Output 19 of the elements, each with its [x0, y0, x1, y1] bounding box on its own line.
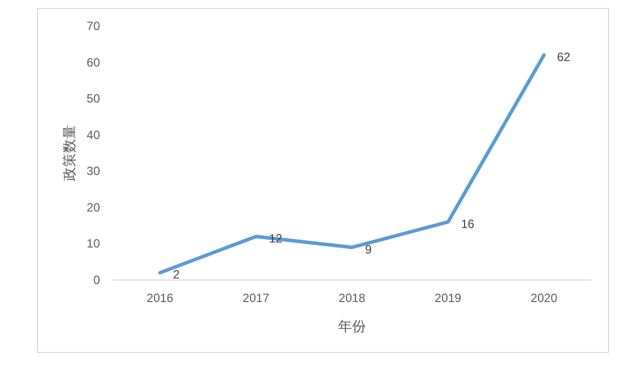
y-axis-title: 政策数量 — [61, 125, 77, 181]
y-tick-label: 70 — [86, 19, 100, 33]
y-tick-label: 0 — [93, 273, 100, 287]
data-label: 16 — [461, 216, 475, 231]
y-tick-label: 40 — [86, 128, 100, 142]
y-tick-label: 10 — [86, 236, 100, 251]
data-label: 62 — [557, 50, 571, 64]
data-label: 9 — [365, 242, 372, 256]
x-tick-label: 2020 — [530, 291, 558, 305]
data-label: 2 — [173, 268, 180, 282]
x-tick-label: 2017 — [242, 291, 270, 305]
x-axis-title: 年份 — [338, 318, 366, 334]
x-tick-label: 2018 — [338, 291, 366, 305]
y-tick-label: 20 — [86, 200, 100, 214]
y-tick-label: 50 — [86, 92, 100, 106]
x-tick-label: 2016 — [146, 291, 174, 305]
x-tick-label: 2019 — [434, 291, 462, 305]
y-tick-label: 30 — [86, 164, 100, 178]
y-tick-label: 60 — [86, 55, 100, 70]
